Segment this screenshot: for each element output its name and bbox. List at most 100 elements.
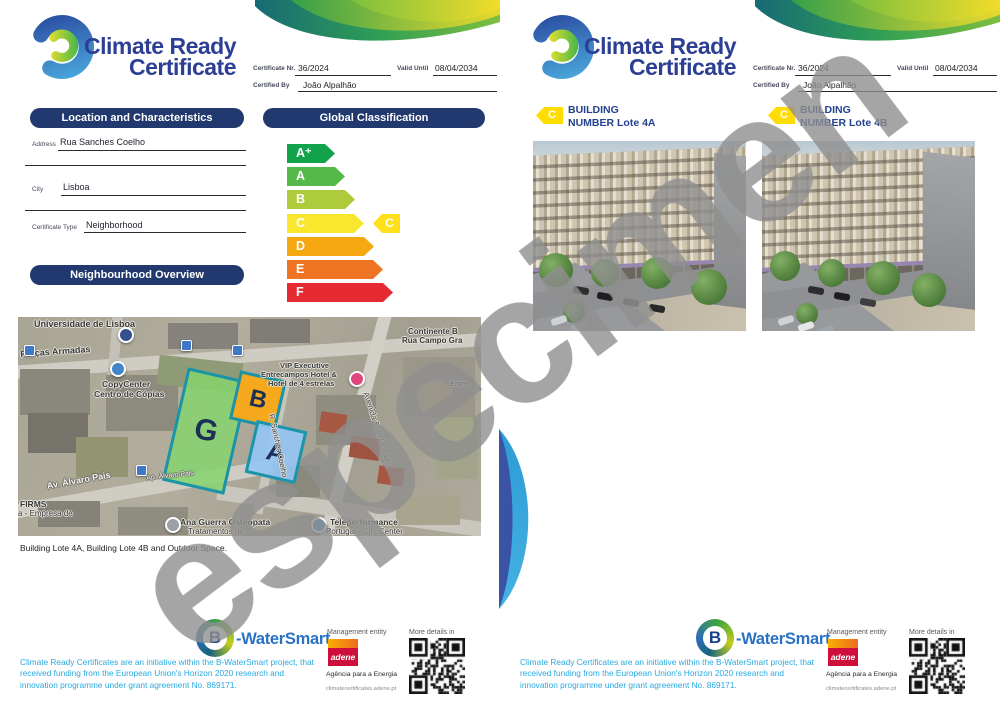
building-title-line1: BUILDING [800, 104, 851, 116]
logo-title-line2: Certificate [129, 54, 236, 80]
map-terrain-block [396, 495, 460, 525]
energy-band-C: C [287, 214, 364, 233]
funding-disclaimer: Climate Ready Certificates are an initia… [520, 657, 814, 690]
energy-band-B: B [287, 190, 355, 209]
adene-logo-name: adene [328, 648, 358, 666]
energy-band-A: A [287, 167, 345, 186]
map-terrain-block [436, 417, 478, 479]
adene-logo: adene [328, 639, 358, 666]
building-title-lote-4b: BUILDING NUMBER Lote 4B [800, 104, 888, 130]
map-terrain-block [38, 501, 100, 527]
header-swirl-decoration-icon [755, 0, 1000, 41]
transit-icon [232, 345, 243, 356]
adene-url-link[interactable]: climatecertificates.adene.pt [826, 686, 897, 692]
map-label: Hotel de 4 estrelas [268, 379, 335, 388]
health-pin-gray [165, 517, 181, 533]
header-swirl-decoration-icon [255, 0, 500, 41]
energy-classification-scale: A⁺ A B C D E F C [287, 144, 487, 309]
certified-by-value: João Alpalhão [803, 80, 857, 90]
adene-logo-name: adene [828, 648, 858, 666]
map-terrain-block [76, 437, 128, 477]
funding-disclaimer: Climate Ready Certificates are an initia… [20, 657, 314, 690]
bwatersmart-logo-b: B [208, 628, 222, 647]
building-title-line2: NUMBER Lote 4B [800, 117, 888, 129]
bwatersmart-logo-icon [196, 619, 234, 657]
map-caption: Building Lote 4A, Building Lote 4B and O… [20, 543, 227, 553]
more-details-label: More details in [409, 629, 455, 636]
building-title-lote-4a: BUILDING NUMBER Lote 4A [568, 104, 656, 130]
map-terrain-block [168, 323, 238, 349]
transit-icon [136, 465, 147, 476]
hotel-pin-pink [349, 371, 365, 387]
map-label: Ana Guerra Osteopata [180, 517, 271, 527]
poi-pin-blue [311, 517, 327, 533]
crescent-divider-decoration-icon [499, 429, 529, 609]
building-title-line2: NUMBER Lote 4A [568, 117, 656, 129]
map-label: Teleperformance [330, 517, 398, 527]
energy-rating-tag-lote-4a: C [536, 107, 563, 124]
energy-band-F: F [287, 283, 393, 302]
city-label: City [32, 186, 44, 193]
bwatersmart-logo-text: -WaterSmart [236, 630, 331, 648]
certificate-type-value: Neighborhood [86, 220, 143, 230]
map-label: Entre [450, 381, 468, 388]
map-label: Rua Campo Gra [402, 336, 463, 345]
transit-icon [24, 345, 35, 356]
logo-title-line1: Climate Ready [83, 33, 237, 59]
logo-title-line2: Certificate [629, 54, 736, 80]
school-pin-navy [118, 327, 134, 343]
energy-band-Aplus: A⁺ [287, 144, 335, 163]
management-entity-label: Management entity [827, 629, 887, 636]
section-neighbourhood-overview: Neighbourhood Overview [30, 265, 244, 285]
adene-logo: adene [828, 639, 858, 666]
certified-by-value: João Alpalhão [303, 80, 357, 90]
certificate-type-label: Certificate Type [32, 224, 78, 231]
energy-rating-tag-lote-4b: C [768, 107, 795, 124]
section-location-characteristics: Location and Characteristics [30, 108, 244, 128]
map-label: CopyCenter [102, 379, 151, 389]
map-terrain-block [20, 369, 90, 415]
neighbourhood-satellite-map: G B A Universidade de Lisboa Forças Armadas C… [18, 317, 481, 536]
adene-subtitle: Agência para a Energia [826, 671, 898, 678]
map-terrain-block [376, 465, 406, 487]
map-label: Universidade de Lisboa [34, 319, 136, 329]
page-right-certificate: Climate Ready Certificate Certificate Nr… [500, 0, 1000, 707]
more-details-label: More details in [909, 629, 955, 636]
building-title-line1: BUILDING [568, 104, 619, 116]
map-terrain-block [403, 357, 475, 417]
logo-title-line1: Climate Ready [583, 33, 737, 59]
building-photo-lote-4a [533, 141, 746, 331]
map-terrain-block [250, 319, 310, 343]
map-label: Tratamentos de [188, 527, 244, 536]
bwatersmart-logo-icon [696, 619, 734, 657]
management-entity-label: Management entity [327, 629, 387, 636]
bwatersmart-logo-b: B [708, 628, 722, 647]
valid-until-value: 08/04/2034 [435, 63, 478, 73]
current-rating-indicator: C [373, 214, 400, 233]
certificate-nr-value: 36/2024 [298, 63, 329, 73]
qr-code [909, 638, 965, 694]
certificate-header-fields: Certificate Nr. 36/2024 Valid Until 08/0… [753, 60, 997, 96]
map-label: Centro de Cópias [94, 389, 165, 399]
map-label: a - Empresa de [18, 509, 73, 518]
certificate-nr-label: Certificate Nr. [253, 65, 296, 72]
valid-until-label: Valid Until [897, 65, 929, 72]
map-label: Continente B [408, 327, 458, 336]
page-left-certificate: Climate Ready Certificate Certificate Nr… [18, 0, 500, 694]
section-global-classification: Global Classification [263, 108, 485, 128]
address-value: Rua Sanches Coelho [60, 137, 146, 147]
bwatersmart-logo-text: -WaterSmart [736, 630, 831, 648]
address-label: Address [32, 141, 56, 148]
page-title: Climate Ready Certificate [60, 33, 237, 80]
adene-subtitle: Agência para a Energia [326, 671, 398, 678]
copyshop-pin-blue [110, 361, 126, 377]
certificate-header-fields: Certificate Nr. 36/2024 Valid Until 08/0… [253, 60, 497, 96]
transit-icon [181, 340, 192, 351]
adene-url-link[interactable]: climatecertificates.adene.pt [326, 686, 397, 692]
certified-by-label: Certified By [753, 82, 790, 89]
certificate-nr-label: Certificate Nr. [753, 65, 796, 72]
qr-code [409, 638, 465, 694]
climate-ready-logo-icon [530, 15, 594, 79]
energy-band-E: E [287, 260, 383, 279]
